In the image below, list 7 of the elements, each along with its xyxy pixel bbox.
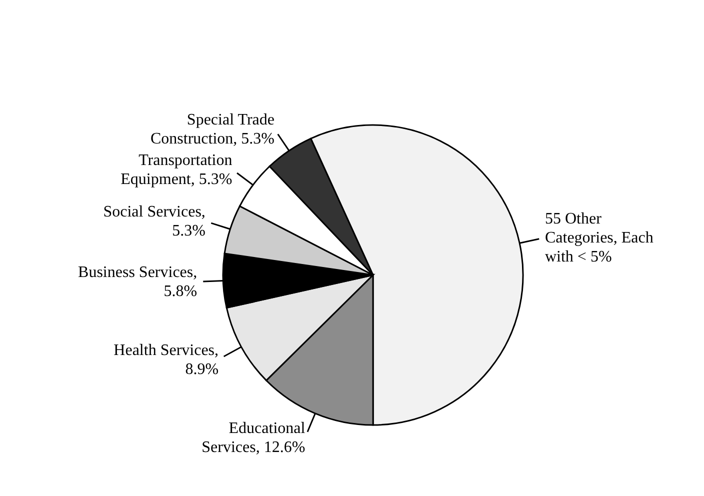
slice-label: Health Services, 8.9% xyxy=(114,342,219,378)
slice-label: Educational Services, 12.6% xyxy=(202,420,306,456)
slice-label: Business Services, 5.8% xyxy=(78,264,198,300)
slice-label: 55 Other Categories, Each with < 5% xyxy=(544,210,654,266)
slice-label: Special Trade Construction, 5.3% xyxy=(150,112,274,148)
slice-label: Transportation Equipment, 5.3% xyxy=(120,152,232,188)
slice-label: Social Services, 5.3% xyxy=(103,204,206,240)
